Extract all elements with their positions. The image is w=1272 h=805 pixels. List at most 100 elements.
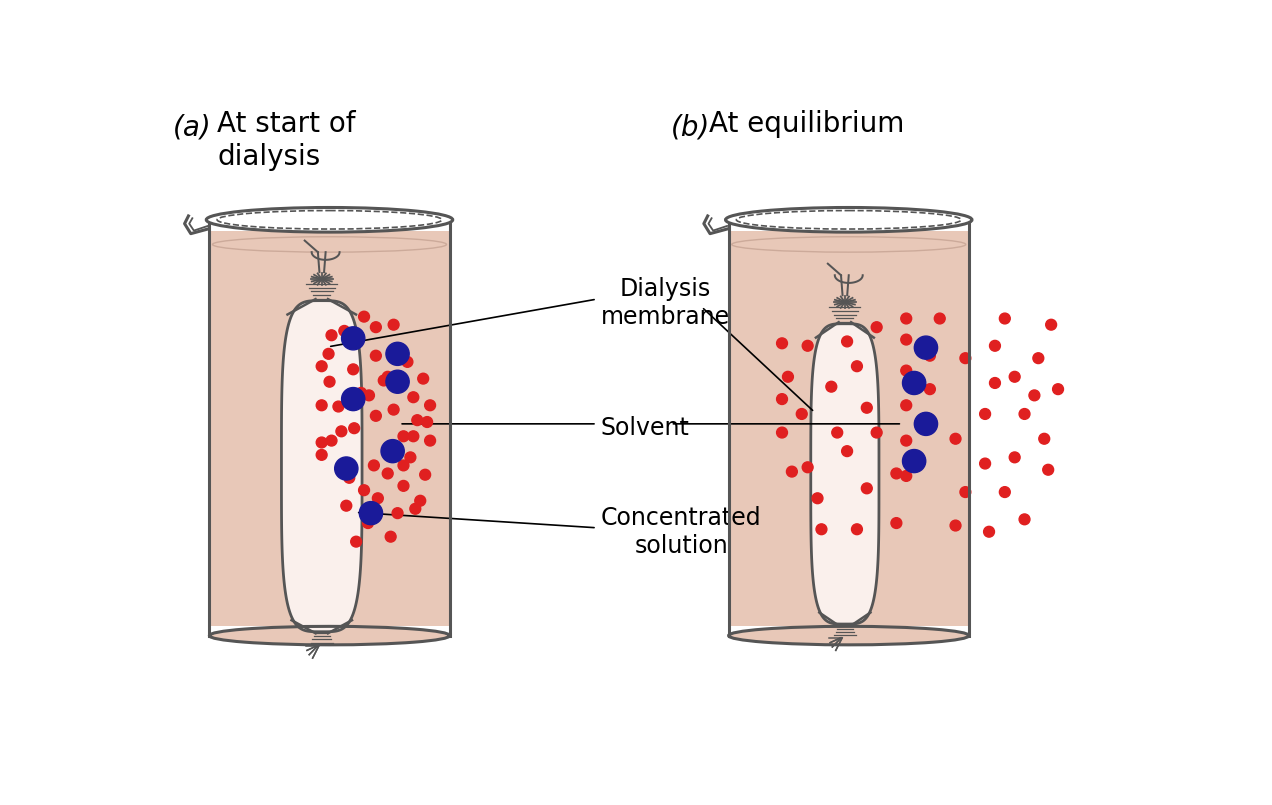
Circle shape bbox=[901, 400, 912, 411]
Circle shape bbox=[903, 371, 926, 394]
Circle shape bbox=[842, 336, 852, 347]
Circle shape bbox=[317, 437, 327, 448]
Circle shape bbox=[925, 350, 935, 361]
Circle shape bbox=[398, 460, 408, 471]
Circle shape bbox=[960, 487, 971, 497]
Circle shape bbox=[1033, 353, 1044, 364]
Circle shape bbox=[990, 378, 1000, 388]
Circle shape bbox=[915, 336, 937, 359]
Circle shape bbox=[1019, 514, 1030, 525]
Bar bbox=[210, 230, 449, 626]
Circle shape bbox=[317, 400, 327, 411]
Circle shape bbox=[347, 334, 357, 345]
Circle shape bbox=[851, 361, 862, 372]
Polygon shape bbox=[810, 324, 879, 624]
Text: At equilibrium: At equilibrium bbox=[710, 110, 904, 138]
Circle shape bbox=[812, 493, 823, 504]
Circle shape bbox=[425, 436, 435, 446]
Circle shape bbox=[342, 387, 365, 411]
Circle shape bbox=[338, 325, 350, 336]
Circle shape bbox=[398, 481, 408, 491]
Circle shape bbox=[1000, 487, 1010, 497]
Circle shape bbox=[903, 449, 926, 473]
Circle shape bbox=[323, 349, 335, 359]
Circle shape bbox=[370, 411, 382, 421]
Circle shape bbox=[359, 502, 383, 525]
Circle shape bbox=[826, 382, 837, 392]
Circle shape bbox=[359, 485, 369, 496]
Circle shape bbox=[385, 370, 410, 394]
Circle shape bbox=[417, 374, 429, 384]
Circle shape bbox=[871, 427, 881, 438]
Circle shape bbox=[349, 423, 360, 434]
Circle shape bbox=[412, 415, 422, 426]
Circle shape bbox=[404, 452, 416, 463]
Circle shape bbox=[382, 440, 404, 463]
Circle shape bbox=[347, 364, 359, 374]
Circle shape bbox=[317, 361, 327, 372]
Circle shape bbox=[1043, 464, 1053, 475]
Ellipse shape bbox=[210, 626, 449, 645]
Circle shape bbox=[842, 446, 852, 456]
Ellipse shape bbox=[731, 237, 965, 252]
Circle shape bbox=[383, 468, 393, 479]
Circle shape bbox=[402, 357, 413, 367]
Circle shape bbox=[1046, 320, 1057, 330]
Circle shape bbox=[317, 449, 327, 460]
Circle shape bbox=[1019, 409, 1030, 419]
Circle shape bbox=[950, 520, 960, 531]
Circle shape bbox=[1009, 452, 1020, 463]
Circle shape bbox=[342, 327, 365, 350]
Circle shape bbox=[915, 412, 937, 436]
Circle shape bbox=[777, 338, 787, 349]
Circle shape bbox=[803, 341, 813, 351]
Circle shape bbox=[851, 524, 862, 535]
Circle shape bbox=[901, 365, 912, 376]
Circle shape bbox=[343, 473, 355, 483]
Circle shape bbox=[935, 313, 945, 324]
Circle shape bbox=[363, 518, 374, 528]
Circle shape bbox=[1039, 433, 1049, 444]
Circle shape bbox=[333, 401, 343, 412]
Circle shape bbox=[890, 518, 902, 528]
Circle shape bbox=[979, 409, 991, 419]
Text: (b): (b) bbox=[670, 114, 710, 142]
Circle shape bbox=[373, 493, 383, 504]
Circle shape bbox=[388, 320, 399, 330]
Circle shape bbox=[385, 531, 396, 542]
Circle shape bbox=[861, 483, 873, 493]
Polygon shape bbox=[281, 300, 363, 632]
Text: Concentrated
solution: Concentrated solution bbox=[600, 506, 762, 558]
Circle shape bbox=[392, 446, 403, 456]
Circle shape bbox=[803, 462, 813, 473]
Circle shape bbox=[782, 371, 794, 382]
Circle shape bbox=[385, 342, 410, 365]
Circle shape bbox=[796, 409, 808, 419]
Circle shape bbox=[901, 334, 912, 345]
Circle shape bbox=[398, 431, 408, 442]
Circle shape bbox=[370, 350, 382, 361]
Circle shape bbox=[364, 390, 374, 401]
Circle shape bbox=[950, 433, 960, 444]
Circle shape bbox=[1053, 384, 1063, 394]
Circle shape bbox=[415, 495, 426, 506]
Circle shape bbox=[1000, 313, 1010, 324]
Circle shape bbox=[383, 371, 393, 382]
Circle shape bbox=[422, 417, 432, 427]
Circle shape bbox=[777, 427, 787, 438]
Circle shape bbox=[324, 377, 335, 387]
Circle shape bbox=[392, 508, 403, 518]
Circle shape bbox=[832, 427, 842, 438]
Circle shape bbox=[356, 387, 366, 398]
Circle shape bbox=[378, 375, 389, 386]
Circle shape bbox=[861, 402, 873, 413]
Circle shape bbox=[370, 322, 382, 332]
Circle shape bbox=[890, 468, 902, 479]
Circle shape bbox=[960, 353, 971, 364]
Circle shape bbox=[408, 392, 418, 402]
Ellipse shape bbox=[206, 208, 453, 232]
Ellipse shape bbox=[725, 208, 972, 232]
Circle shape bbox=[420, 469, 431, 480]
Circle shape bbox=[901, 313, 912, 324]
Circle shape bbox=[901, 436, 912, 446]
